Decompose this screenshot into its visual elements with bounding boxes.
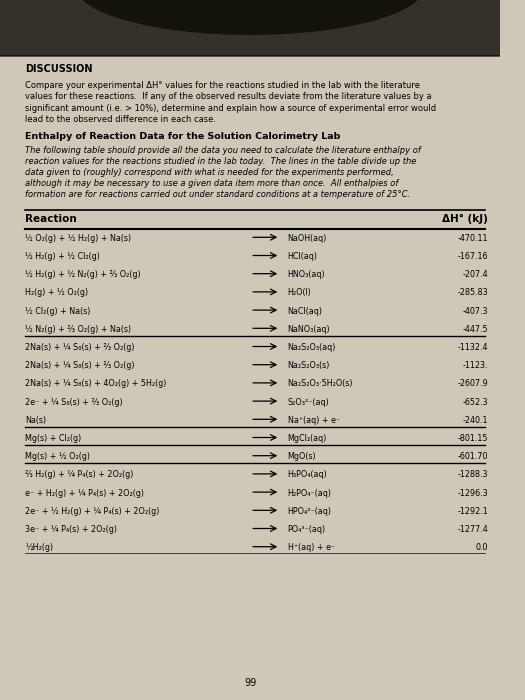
Text: Reaction: Reaction <box>25 214 77 223</box>
Text: Na₂S₂O₃(aq): Na₂S₂O₃(aq) <box>288 343 336 352</box>
Text: NaOH(aq): NaOH(aq) <box>288 234 327 243</box>
Text: significant amount (i.e. > 10%), determine and explain how a source of experimen: significant amount (i.e. > 10%), determi… <box>25 104 436 113</box>
Text: ½ H₂(g) + ½ Cl₂(g): ½ H₂(g) + ½ Cl₂(g) <box>25 252 100 261</box>
Text: ½ Cl₂(g) + Na(s): ½ Cl₂(g) + Na(s) <box>25 307 90 316</box>
Text: Na₂S₂O₃·5H₂O(s): Na₂S₂O₃·5H₂O(s) <box>288 379 353 389</box>
Text: PO₄³⁻(aq): PO₄³⁻(aq) <box>288 525 326 534</box>
Text: Na(s): Na(s) <box>25 416 46 425</box>
Text: NaCl(aq): NaCl(aq) <box>288 307 323 316</box>
Text: H₂(g) + ½ O₂(g): H₂(g) + ½ O₂(g) <box>25 288 88 298</box>
Text: 0.0: 0.0 <box>476 543 488 552</box>
Text: -447.5: -447.5 <box>463 325 488 334</box>
Text: -167.16: -167.16 <box>457 252 488 261</box>
Text: ½H₂(g): ½H₂(g) <box>25 543 53 552</box>
Text: -285.83: -285.83 <box>457 288 488 298</box>
Text: -207.4: -207.4 <box>463 270 488 279</box>
Text: ⅔ H₂(g) + ¼ P₄(s) + 2O₂(g): ⅔ H₂(g) + ¼ P₄(s) + 2O₂(g) <box>25 470 133 480</box>
Text: although it may be necessary to use a given data item more than once.  All entha: although it may be necessary to use a gi… <box>25 179 398 188</box>
Text: HPO₄²⁻(aq): HPO₄²⁻(aq) <box>288 507 332 516</box>
Text: 2e⁻ + ½ H₂(g) + ¼ P₄(s) + 2O₂(g): 2e⁻ + ½ H₂(g) + ¼ P₄(s) + 2O₂(g) <box>25 507 160 516</box>
Text: -240.1: -240.1 <box>463 416 488 425</box>
Text: Compare your experimental ΔH° values for the reactions studied in the lab with t: Compare your experimental ΔH° values for… <box>25 81 420 90</box>
Text: 2e⁻ + ¼ S₈(s) + ⅔ O₂(g): 2e⁻ + ¼ S₈(s) + ⅔ O₂(g) <box>25 398 123 407</box>
FancyBboxPatch shape <box>0 0 506 56</box>
Text: -1288.3: -1288.3 <box>457 470 488 480</box>
Text: H₃PO₄(aq): H₃PO₄(aq) <box>288 470 328 480</box>
Text: HNO₃(aq): HNO₃(aq) <box>288 270 326 279</box>
Text: -407.3: -407.3 <box>463 307 488 316</box>
Text: formation are for reactions carried out under standard conditions at a temperatu: formation are for reactions carried out … <box>25 190 410 199</box>
Text: -1292.1: -1292.1 <box>457 507 488 516</box>
Text: 99: 99 <box>244 678 256 687</box>
Text: 3e⁻ + ¼ P₄(s) + 2O₂(g): 3e⁻ + ¼ P₄(s) + 2O₂(g) <box>25 525 117 534</box>
Text: values for these reactions.  If any of the observed results deviate from the lit: values for these reactions. If any of th… <box>25 92 432 102</box>
Text: Mg(s) + Cl₂(g): Mg(s) + Cl₂(g) <box>25 434 81 443</box>
Text: -2607.9: -2607.9 <box>457 379 488 389</box>
Text: H₂PO₄⁻(aq): H₂PO₄⁻(aq) <box>288 489 332 498</box>
Ellipse shape <box>75 0 425 35</box>
Text: Na⁺(aq) + e⁻: Na⁺(aq) + e⁻ <box>288 416 340 425</box>
Text: lead to the observed difference in each case.: lead to the observed difference in each … <box>25 115 216 124</box>
Text: -1277.4: -1277.4 <box>457 525 488 534</box>
Text: -1132.4: -1132.4 <box>457 343 488 352</box>
Text: ½ O₂(g) + ½ H₂(g) + Na(s): ½ O₂(g) + ½ H₂(g) + Na(s) <box>25 234 131 243</box>
Text: reaction values for the reactions studied in the lab today.  The lines in the ta: reaction values for the reactions studie… <box>25 157 416 166</box>
Text: ΔH° (kJ): ΔH° (kJ) <box>442 214 488 223</box>
Text: 2Na(s) + ¼ S₈(s) + 4O₂(g) + 5H₂(g): 2Na(s) + ¼ S₈(s) + 4O₂(g) + 5H₂(g) <box>25 379 166 389</box>
Text: H⁺(aq) + e⁻: H⁺(aq) + e⁻ <box>288 543 335 552</box>
Text: 2Na(s) + ¼ S₈(s) + ⅔ O₂(g): 2Na(s) + ¼ S₈(s) + ⅔ O₂(g) <box>25 343 134 352</box>
Text: -652.3: -652.3 <box>463 398 488 407</box>
Text: Na₂S₂O₃(s): Na₂S₂O₃(s) <box>288 361 330 370</box>
Text: S₂O₃²⁻(aq): S₂O₃²⁻(aq) <box>288 398 330 407</box>
Text: DISCUSSION: DISCUSSION <box>25 64 92 74</box>
Text: -470.11: -470.11 <box>457 234 488 243</box>
Text: The following table should provide all the data you need to calculate the litera: The following table should provide all t… <box>25 146 421 155</box>
Text: Enthalpy of Reaction Data for the Solution Calorimetry Lab: Enthalpy of Reaction Data for the Soluti… <box>25 132 340 141</box>
Text: MgCl₂(aq): MgCl₂(aq) <box>288 434 327 443</box>
Text: -1296.3: -1296.3 <box>457 489 488 498</box>
Text: NaNO₃(aq): NaNO₃(aq) <box>288 325 330 334</box>
Text: H₂O(l): H₂O(l) <box>288 288 312 298</box>
Text: ½ H₂(g) + ½ N₂(g) + ⅔ O₂(g): ½ H₂(g) + ½ N₂(g) + ⅔ O₂(g) <box>25 270 141 279</box>
Text: e⁻ + H₂(g) + ¼ P₄(s) + 2O₂(g): e⁻ + H₂(g) + ¼ P₄(s) + 2O₂(g) <box>25 489 144 498</box>
Text: -1123.: -1123. <box>463 361 488 370</box>
Text: Mg(s) + ½ O₂(g): Mg(s) + ½ O₂(g) <box>25 452 90 461</box>
Text: 2Na(s) + ¼ S₈(s) + ⅔ O₂(g): 2Na(s) + ¼ S₈(s) + ⅔ O₂(g) <box>25 361 134 370</box>
Text: -801.15: -801.15 <box>457 434 488 443</box>
Text: ½ N₂(g) + ⅔ O₂(g) + Na(s): ½ N₂(g) + ⅔ O₂(g) + Na(s) <box>25 325 131 334</box>
Text: MgO(s): MgO(s) <box>288 452 317 461</box>
Text: data given to (roughly) correspond with what is needed for the experiments perfo: data given to (roughly) correspond with … <box>25 168 394 177</box>
Text: HCl(aq): HCl(aq) <box>288 252 318 261</box>
Text: -601.70: -601.70 <box>457 452 488 461</box>
